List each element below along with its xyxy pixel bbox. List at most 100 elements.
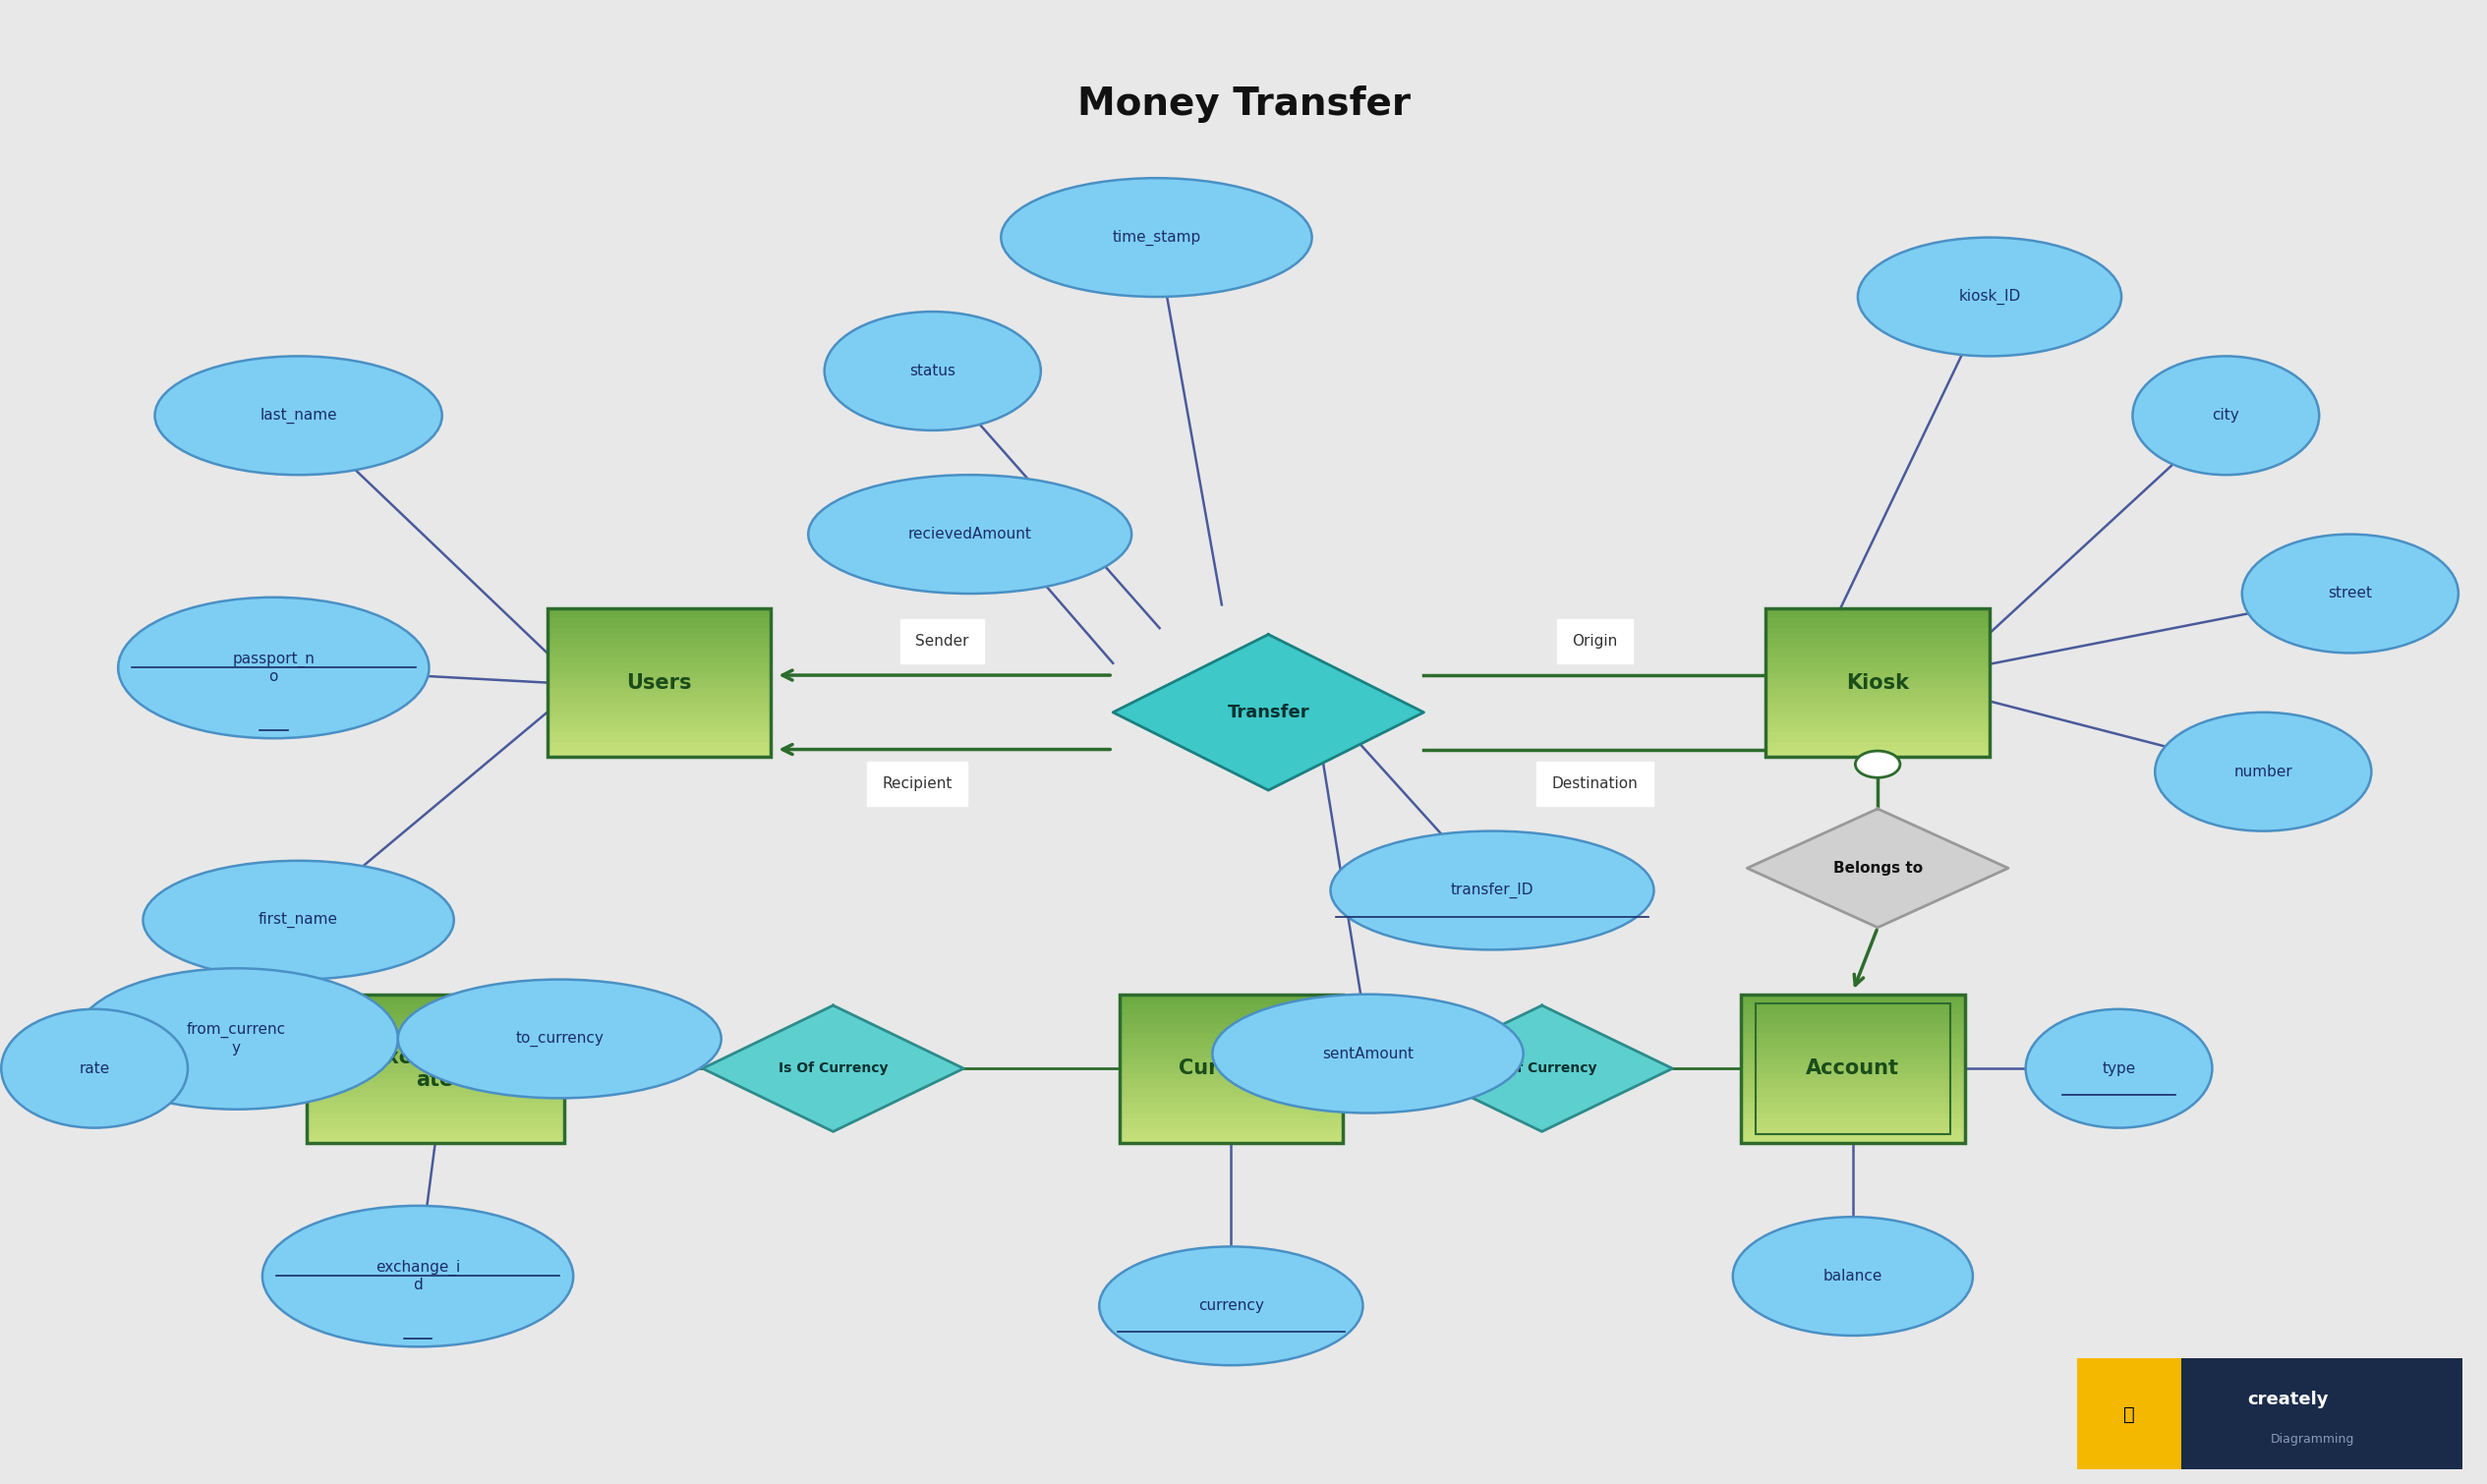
Polygon shape	[1746, 809, 2009, 928]
Text: from_currenc
y: from_currenc y	[187, 1022, 286, 1055]
Bar	[1119, 1113, 1343, 1117]
Bar	[1766, 638, 1990, 643]
Bar	[306, 1014, 565, 1020]
Bar	[1119, 1109, 1343, 1113]
Bar	[1741, 1098, 1965, 1103]
Bar	[306, 1109, 565, 1113]
Text: Kiosk: Kiosk	[1845, 672, 1910, 693]
Bar	[1766, 608, 1990, 757]
Ellipse shape	[2131, 356, 2318, 475]
Bar	[1119, 1020, 1343, 1024]
Bar	[1119, 1083, 1343, 1088]
Bar	[547, 732, 771, 738]
Text: balance: balance	[1823, 1269, 1883, 1284]
Bar	[547, 723, 771, 727]
Bar	[306, 1054, 565, 1058]
Text: first_name: first_name	[259, 913, 338, 928]
Bar	[1119, 1039, 1343, 1043]
Bar	[1766, 663, 1990, 668]
Text: sentAmount: sentAmount	[1323, 1046, 1413, 1061]
Bar	[547, 712, 771, 717]
Bar	[306, 1073, 565, 1079]
Bar	[1119, 1064, 1343, 1068]
Text: Money Transfer: Money Transfer	[1077, 85, 1410, 123]
Bar	[547, 683, 771, 687]
Bar	[306, 1117, 565, 1123]
Bar	[1119, 994, 1343, 1143]
Bar	[1119, 1098, 1343, 1103]
Bar	[1766, 608, 1990, 613]
Bar	[306, 1132, 565, 1138]
Bar	[306, 1049, 565, 1054]
Text: Destination: Destination	[1552, 776, 1639, 791]
Bar	[1756, 1003, 1950, 1134]
Text: Is Of Currency: Is Of Currency	[1487, 1061, 1597, 1076]
Bar	[547, 727, 771, 732]
Bar	[1741, 1128, 1965, 1132]
Ellipse shape	[826, 312, 1042, 430]
Bar	[1741, 1083, 1965, 1088]
Text: status: status	[910, 364, 955, 378]
Bar	[1741, 1009, 1965, 1014]
Text: time_stamp: time_stamp	[1112, 230, 1201, 245]
Bar	[1766, 727, 1990, 732]
Bar	[1741, 1039, 1965, 1043]
Bar	[1741, 1043, 1965, 1049]
Bar	[1119, 1043, 1343, 1049]
Bar	[547, 657, 771, 663]
Text: Diagramming: Diagramming	[2271, 1434, 2355, 1445]
Bar	[1766, 623, 1990, 628]
Bar	[1119, 1028, 1343, 1034]
Bar	[1119, 1058, 1343, 1064]
Text: exchange_i
d: exchange_i d	[376, 1260, 460, 1293]
Text: rate: rate	[80, 1061, 109, 1076]
Bar	[1119, 1005, 1343, 1009]
Bar	[547, 672, 771, 678]
Bar	[306, 1009, 565, 1014]
Bar	[306, 999, 565, 1005]
Bar	[1741, 1064, 1965, 1068]
Bar	[547, 668, 771, 672]
Bar	[306, 1039, 565, 1043]
Bar	[1741, 1020, 1965, 1024]
Bar	[1119, 1009, 1343, 1014]
Bar	[306, 1094, 565, 1098]
Bar	[1766, 619, 1990, 623]
Bar	[1766, 628, 1990, 634]
Bar	[1766, 702, 1990, 708]
Bar	[1119, 1088, 1343, 1094]
Bar	[306, 1113, 565, 1117]
Bar	[1119, 1123, 1343, 1128]
Bar	[1119, 994, 1343, 999]
Text: Sender: Sender	[915, 634, 970, 649]
Bar	[1766, 738, 1990, 742]
Text: creately: creately	[2248, 1391, 2328, 1408]
Bar	[1766, 693, 1990, 697]
Bar	[1119, 1014, 1343, 1020]
Bar	[1741, 1058, 1965, 1064]
Bar	[1766, 697, 1990, 702]
Bar	[1119, 1138, 1343, 1143]
Bar	[547, 619, 771, 623]
Bar	[1741, 1109, 1965, 1113]
Ellipse shape	[1099, 1247, 1363, 1365]
Bar	[1119, 1103, 1343, 1109]
Bar	[1119, 1117, 1343, 1123]
Bar	[1741, 1113, 1965, 1117]
Bar	[306, 1083, 565, 1088]
Bar	[306, 1098, 565, 1103]
Bar	[547, 608, 771, 613]
Bar	[1741, 1079, 1965, 1083]
Polygon shape	[704, 1006, 965, 1131]
Text: currency: currency	[1199, 1298, 1263, 1313]
Ellipse shape	[398, 979, 721, 1098]
Bar	[306, 1138, 565, 1143]
Text: Recipient: Recipient	[883, 776, 953, 791]
Bar	[1766, 672, 1990, 678]
Text: recievedAmount: recievedAmount	[908, 527, 1032, 542]
Bar	[1766, 653, 1990, 657]
Bar	[547, 742, 771, 746]
Ellipse shape	[2243, 534, 2457, 653]
Bar	[547, 752, 771, 757]
Bar	[1741, 1103, 1965, 1109]
